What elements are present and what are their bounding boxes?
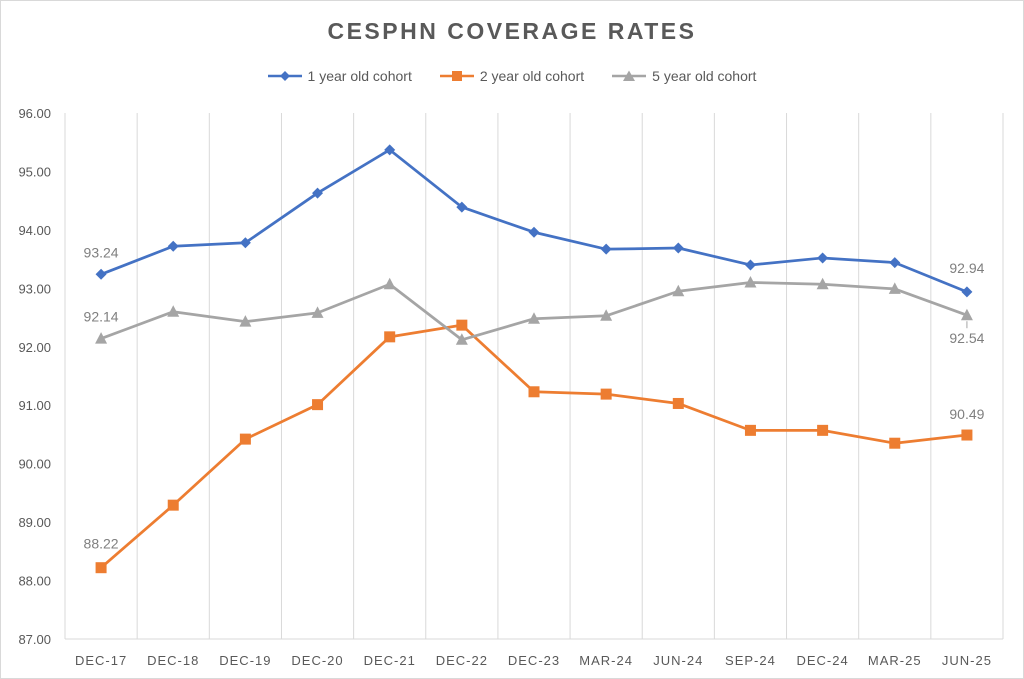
data-label: 90.49 bbox=[949, 406, 984, 422]
data-point-triangle bbox=[744, 275, 757, 288]
y-tick-label: 91.00 bbox=[18, 398, 51, 413]
legend-square-marker-icon bbox=[439, 71, 474, 81]
data-point-diamond bbox=[239, 237, 251, 249]
data-point-square bbox=[672, 397, 684, 409]
data-point-diamond bbox=[744, 259, 756, 271]
series-line bbox=[100, 323, 968, 569]
data-point-triangle bbox=[960, 308, 973, 321]
x-tick-label: DEC-18 bbox=[147, 653, 199, 668]
chart-legend: 1 year old cohort 2 year old cohort 5 ye… bbox=[0, 68, 1024, 84]
data-point-triangle bbox=[239, 315, 252, 327]
series-line bbox=[100, 148, 968, 294]
y-tick-label: 87.00 bbox=[18, 632, 51, 647]
data-point-triangle bbox=[311, 306, 324, 318]
data-label: 93.24 bbox=[84, 244, 119, 260]
data-label: 92.94 bbox=[949, 260, 984, 276]
data-point-diamond bbox=[95, 268, 107, 280]
data-point-diamond bbox=[817, 252, 829, 264]
data-point-square bbox=[312, 399, 324, 411]
legend-label-2-year: 2 year old cohort bbox=[479, 68, 585, 84]
x-tick-label: JUN-24 bbox=[653, 653, 703, 668]
data-point-diamond bbox=[528, 226, 540, 238]
data-point-square bbox=[961, 429, 973, 441]
x-tick-label: DEC-22 bbox=[436, 653, 488, 668]
data-point-diamond bbox=[456, 201, 468, 213]
y-tick-label: 95.00 bbox=[18, 164, 51, 179]
data-point-square bbox=[167, 499, 179, 511]
data-point-square bbox=[528, 386, 540, 398]
x-tick-label: DEC-21 bbox=[364, 653, 416, 668]
series-line bbox=[100, 281, 968, 342]
legend-label-5-year: 5 year old cohort bbox=[652, 68, 757, 84]
x-tick-label: JUN-25 bbox=[942, 653, 992, 668]
data-point-diamond bbox=[889, 257, 901, 269]
y-tick-label: 93.00 bbox=[18, 281, 51, 296]
y-tick-label: 88.00 bbox=[18, 574, 51, 589]
data-point-diamond bbox=[384, 144, 396, 156]
data-point-triangle bbox=[816, 277, 829, 290]
data-point-square bbox=[744, 424, 756, 436]
y-tick-label: 89.00 bbox=[18, 515, 51, 530]
data-point-triangle bbox=[672, 284, 685, 297]
x-tick-label: DEC-19 bbox=[219, 653, 271, 668]
data-label: 92.54 bbox=[949, 330, 984, 346]
x-tick-label: DEC-20 bbox=[291, 653, 343, 668]
legend-triangle-marker-icon bbox=[612, 70, 647, 81]
y-tick-label: 92.00 bbox=[18, 340, 51, 355]
data-point-diamond bbox=[312, 187, 324, 199]
data-point-square bbox=[384, 331, 396, 343]
data-point-square bbox=[889, 437, 901, 449]
legend-label-1-year: 1 year old cohort bbox=[307, 68, 412, 84]
x-tick-label: DEC-24 bbox=[796, 653, 848, 668]
data-point-triangle bbox=[383, 277, 396, 290]
data-point-square bbox=[600, 388, 612, 400]
x-tick-label: MAR-25 bbox=[868, 653, 922, 668]
data-point-triangle bbox=[455, 333, 468, 345]
data-point-triangle bbox=[167, 305, 180, 317]
legend-diamond-marker-icon bbox=[267, 71, 302, 81]
data-point-triangle bbox=[888, 282, 901, 294]
data-point-square bbox=[456, 319, 468, 331]
data-label: 92.14 bbox=[84, 309, 119, 325]
data-point-diamond bbox=[961, 286, 973, 298]
legend-item-1-year: 1 year old cohort bbox=[267, 68, 412, 84]
data-point-square bbox=[239, 433, 251, 445]
legend-item-2-year: 2 year old cohort bbox=[439, 68, 585, 84]
data-point-diamond bbox=[167, 240, 179, 252]
data-point-triangle bbox=[528, 312, 540, 324]
y-tick-label: 94.00 bbox=[18, 223, 51, 238]
legend-item-5-year: 5 year old cohort bbox=[612, 68, 756, 84]
y-tick-label: 96.00 bbox=[18, 106, 51, 121]
data-label: 88.22 bbox=[84, 536, 119, 552]
y-tick-label: 90.00 bbox=[18, 457, 51, 472]
x-tick-label: DEC-23 bbox=[508, 653, 560, 668]
data-point-diamond bbox=[600, 243, 612, 255]
x-tick-label: SEP-24 bbox=[725, 653, 776, 668]
chart-title: CESPHN COVERAGE RATES bbox=[327, 18, 697, 44]
data-point-triangle bbox=[600, 309, 613, 321]
data-point-square bbox=[817, 424, 829, 436]
x-tick-label: MAR-24 bbox=[579, 653, 633, 668]
x-tick-label: DEC-17 bbox=[75, 653, 127, 668]
data-point-square bbox=[95, 562, 107, 574]
data-point-diamond bbox=[672, 242, 684, 254]
data-point-triangle bbox=[95, 332, 108, 344]
